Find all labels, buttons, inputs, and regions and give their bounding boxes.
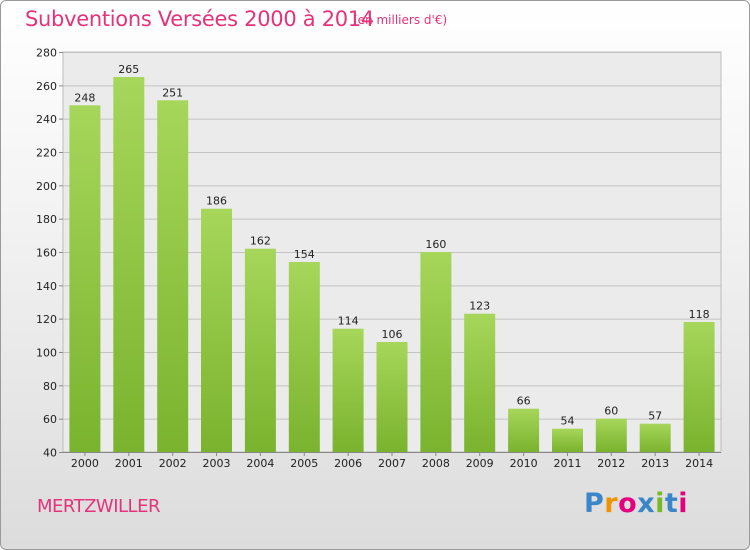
- y-tick-label: 260: [36, 80, 57, 93]
- y-tick-label: 240: [36, 113, 57, 126]
- x-tick-label: 2008: [422, 457, 450, 470]
- x-tick-label: 2005: [290, 457, 318, 470]
- bar-value-label: 154: [294, 248, 315, 261]
- bar-value-label: 123: [469, 300, 490, 313]
- bar-value-label: 57: [648, 410, 662, 423]
- logo-letter: x: [637, 488, 656, 519]
- logo-letter: i: [678, 488, 689, 519]
- commune-name: MERTZWILLER: [37, 496, 160, 517]
- bar-value-label: 160: [425, 238, 446, 251]
- logo-letter: o: [618, 488, 638, 519]
- x-axis: 2000 2001 2002 2003 2004 2005 2006 2007 2008 2009…: [63, 452, 721, 470]
- bar-value-label: 54: [561, 415, 575, 428]
- proxiti-logo: Proxiti: [584, 488, 688, 519]
- bar: [683, 322, 715, 452]
- x-tick-label: 2012: [597, 457, 625, 470]
- bar-value-label: 106: [382, 328, 403, 341]
- bars: 248 265 251 186 162 154 114 106 160 123 66 54 60 57 11…: [69, 63, 715, 453]
- bar: [464, 313, 496, 452]
- x-tick-label: 2014: [685, 457, 713, 470]
- bar-value-label: 162: [250, 235, 271, 248]
- bar: [244, 248, 276, 452]
- bar-value-label: 60: [604, 405, 618, 418]
- x-tick-label: 2009: [466, 457, 494, 470]
- x-tick-label: 2003: [203, 457, 231, 470]
- x-tick-label: 2004: [246, 457, 274, 470]
- bar-value-label: 118: [689, 308, 710, 321]
- y-tick-label: 40: [43, 447, 57, 460]
- bar: [639, 423, 671, 452]
- bar-value-label: 251: [162, 86, 183, 99]
- bar-value-label: 265: [118, 63, 139, 76]
- x-tick-label: 2006: [334, 457, 362, 470]
- bar-value-label: 186: [206, 195, 227, 208]
- y-tick-label: 120: [36, 313, 57, 326]
- logo-letter: r: [604, 488, 619, 519]
- bar: [420, 252, 452, 452]
- bar: [332, 328, 364, 452]
- chart-title: Subventions Versées 2000 à 2014: [25, 7, 374, 31]
- y-tick-label: 140: [36, 280, 57, 293]
- x-tick-label: 2013: [641, 457, 669, 470]
- x-tick-label: 2011: [554, 457, 582, 470]
- chart-subtitle: (en milliers d'€): [353, 13, 448, 27]
- bar-value-label: 114: [338, 315, 359, 328]
- bar: [376, 342, 408, 452]
- y-tick-label: 220: [36, 147, 57, 160]
- bar: [157, 100, 189, 453]
- logo-letter: t: [664, 488, 679, 519]
- y-axis: 40 60 80 100 120 140 160 180 200 220 240 260 280: [36, 47, 63, 460]
- x-tick-label: 2000: [71, 457, 99, 470]
- x-tick-label: 2010: [510, 457, 538, 470]
- bar-value-label: 66: [517, 395, 531, 408]
- bar-value-label: 248: [74, 91, 95, 104]
- bar: [69, 105, 101, 453]
- y-tick-label: 160: [36, 247, 57, 260]
- y-tick-label: 60: [43, 413, 57, 426]
- x-tick-label: 2007: [378, 457, 406, 470]
- y-tick-label: 80: [43, 380, 57, 393]
- logo-letter: i: [655, 488, 665, 519]
- bar: [595, 418, 627, 452]
- bar: [201, 208, 232, 452]
- x-tick-label: 2002: [159, 457, 187, 470]
- bar: [508, 408, 540, 452]
- y-tick-label: 200: [36, 180, 57, 193]
- y-tick-label: 280: [36, 47, 57, 60]
- bar: [113, 77, 145, 452]
- logo-letter: P: [584, 488, 605, 519]
- y-tick-label: 180: [36, 213, 57, 226]
- y-tick-label: 100: [36, 347, 57, 360]
- bar: [552, 428, 583, 452]
- bar: [288, 262, 320, 452]
- x-tick-label: 2001: [115, 457, 143, 470]
